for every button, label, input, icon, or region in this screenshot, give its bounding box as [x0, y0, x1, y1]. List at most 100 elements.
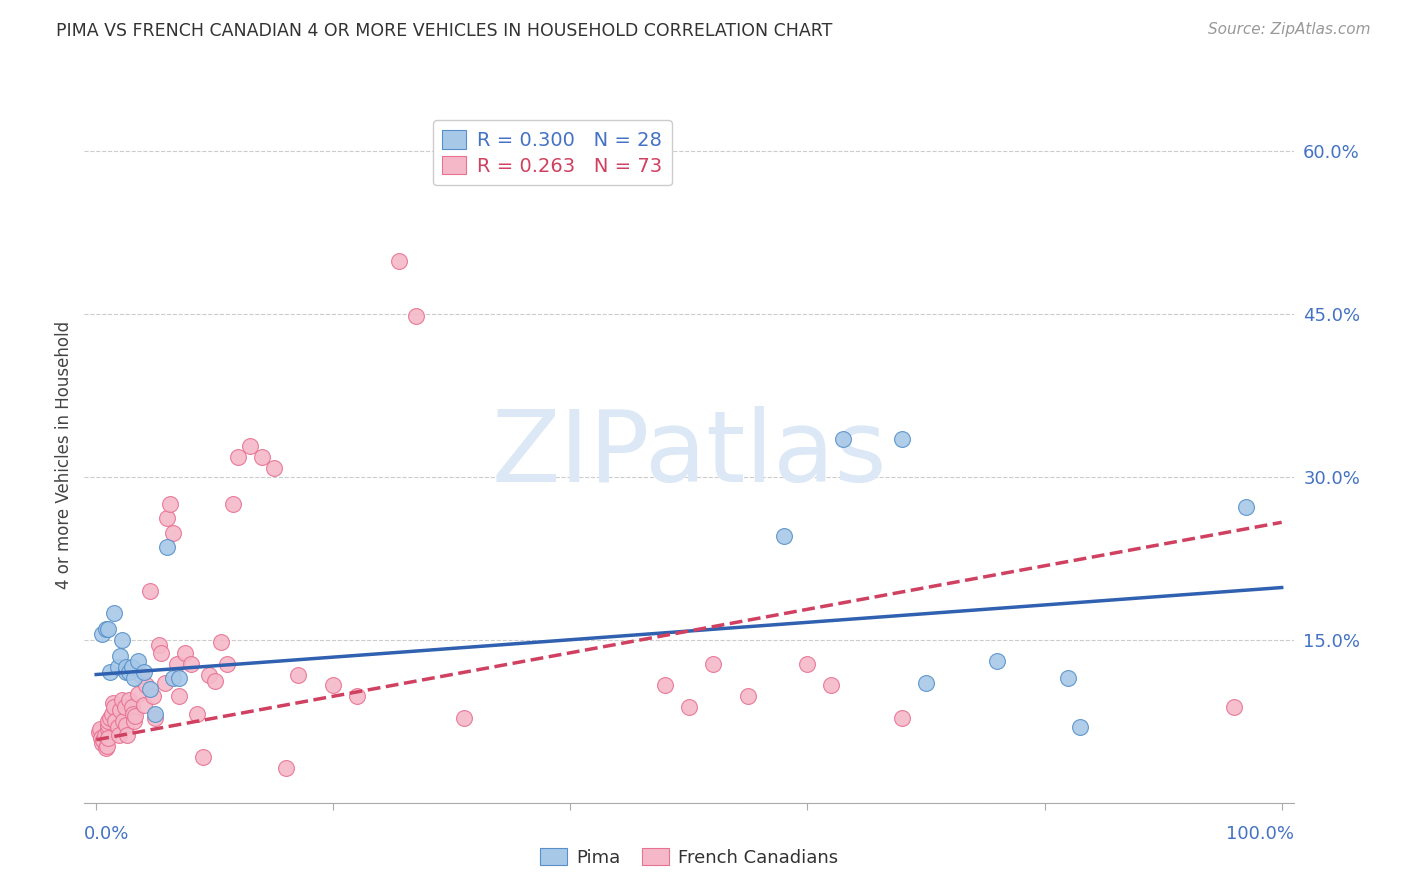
Point	[1057, 671, 1080, 685]
Point	[118, 665, 141, 680]
Point	[287, 667, 309, 681]
Point	[702, 657, 724, 671]
Point	[111, 632, 134, 647]
Point	[820, 678, 842, 692]
Point	[153, 676, 176, 690]
Y-axis label: 4 or more Vehicles in Household: 4 or more Vehicles in Household	[55, 321, 73, 589]
Point	[678, 700, 700, 714]
Point	[915, 676, 938, 690]
Point	[114, 700, 136, 714]
Point	[150, 646, 173, 660]
Point	[142, 690, 165, 704]
Point	[453, 711, 475, 725]
Point	[115, 717, 138, 731]
Point	[103, 606, 125, 620]
Point	[322, 678, 344, 692]
Point	[97, 714, 120, 729]
Point	[97, 622, 120, 636]
Point	[129, 667, 152, 681]
Point	[122, 714, 145, 729]
Point	[96, 739, 118, 754]
Point	[263, 461, 285, 475]
Point	[122, 706, 145, 721]
Point	[891, 432, 914, 446]
Point	[148, 638, 170, 652]
Text: 0.0%: 0.0%	[84, 825, 129, 843]
Text: PIMA VS FRENCH CANADIAN 4 OR MORE VEHICLES IN HOUSEHOLD CORRELATION CHART: PIMA VS FRENCH CANADIAN 4 OR MORE VEHICL…	[56, 22, 832, 40]
Point	[250, 450, 273, 464]
Point	[135, 678, 157, 692]
Point	[239, 439, 262, 453]
Point	[107, 728, 129, 742]
Point	[97, 717, 120, 731]
Point	[162, 671, 184, 685]
Point	[1223, 700, 1246, 714]
Point	[108, 648, 131, 663]
Point	[162, 526, 184, 541]
Point	[772, 529, 794, 543]
Point	[124, 708, 146, 723]
Text: Source: ZipAtlas.com: Source: ZipAtlas.com	[1208, 22, 1371, 37]
Point	[91, 627, 114, 641]
Point	[1069, 720, 1091, 734]
Point	[737, 690, 759, 704]
Point	[87, 725, 110, 739]
Point	[107, 720, 129, 734]
Point	[145, 711, 167, 725]
Point	[346, 690, 368, 704]
Point	[191, 750, 214, 764]
Point	[91, 736, 114, 750]
Point	[274, 761, 297, 775]
Point	[198, 667, 221, 681]
Point	[405, 309, 427, 323]
Point	[108, 703, 131, 717]
Point	[156, 541, 179, 555]
Point	[107, 660, 129, 674]
Point	[832, 432, 855, 446]
Point	[94, 622, 117, 636]
Point	[97, 731, 120, 745]
Point	[221, 497, 243, 511]
Point	[118, 692, 141, 706]
Text: 100.0%: 100.0%	[1226, 825, 1294, 843]
Point	[174, 646, 197, 660]
Point	[387, 254, 409, 268]
Point	[215, 657, 238, 671]
Point	[891, 711, 914, 725]
Point	[986, 655, 1008, 669]
Point	[127, 687, 149, 701]
Point	[104, 714, 127, 729]
Point	[138, 583, 160, 598]
Point	[127, 655, 149, 669]
Point	[166, 657, 188, 671]
Point	[132, 665, 155, 680]
Point	[159, 497, 181, 511]
Point	[103, 700, 125, 714]
Point	[91, 732, 114, 747]
Point	[186, 706, 208, 721]
Point	[204, 674, 226, 689]
Point	[121, 660, 143, 674]
Point	[167, 690, 190, 704]
Point	[796, 657, 818, 671]
Point	[115, 728, 138, 742]
Point	[122, 671, 145, 685]
Point	[167, 671, 190, 685]
Point	[111, 692, 134, 706]
Point	[156, 511, 179, 525]
Point	[209, 635, 232, 649]
Point	[89, 722, 111, 736]
Point	[132, 698, 155, 712]
Point	[100, 665, 122, 680]
Point	[100, 711, 122, 725]
Point	[138, 681, 160, 696]
Point	[101, 696, 124, 710]
Point	[93, 728, 115, 742]
Point	[145, 706, 167, 721]
Point	[115, 660, 138, 674]
Legend: Pima, French Canadians: Pima, French Canadians	[533, 840, 845, 874]
Point	[228, 450, 250, 464]
Point	[180, 657, 202, 671]
Point	[100, 706, 122, 721]
Point	[121, 700, 143, 714]
